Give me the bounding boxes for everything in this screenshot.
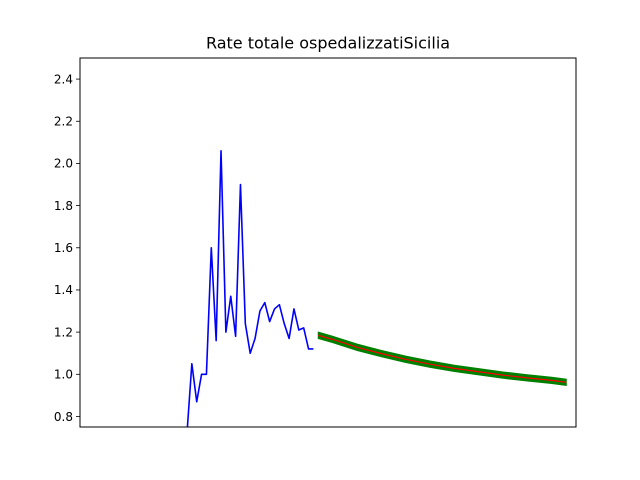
axes-frame <box>79 57 577 428</box>
plot-area <box>186 149 567 427</box>
forecast-band <box>317 331 567 387</box>
forecast-line <box>318 334 567 383</box>
y-tick-label: 0.8 <box>54 410 73 424</box>
y-tick-label: 2.4 <box>54 72 73 86</box>
y-tick-label: 1.2 <box>54 325 73 339</box>
y-tick-label: 2.2 <box>54 115 73 129</box>
axes: 0.8 1.0 1.2 1.4 1.6 1.8 2.0 2.2 2.4 <box>54 57 577 428</box>
y-tick-label: 1.4 <box>54 283 73 297</box>
y-tick-label: 1.6 <box>54 241 73 255</box>
y-tick-label: 1.0 <box>54 368 73 382</box>
observed-line <box>186 149 314 427</box>
chart-title: Rate totale ospedalizzatiSicilia <box>206 34 450 53</box>
y-tick-label: 1.8 <box>54 199 73 213</box>
y-tick-label: 2.0 <box>54 157 73 171</box>
series-group <box>186 149 567 427</box>
